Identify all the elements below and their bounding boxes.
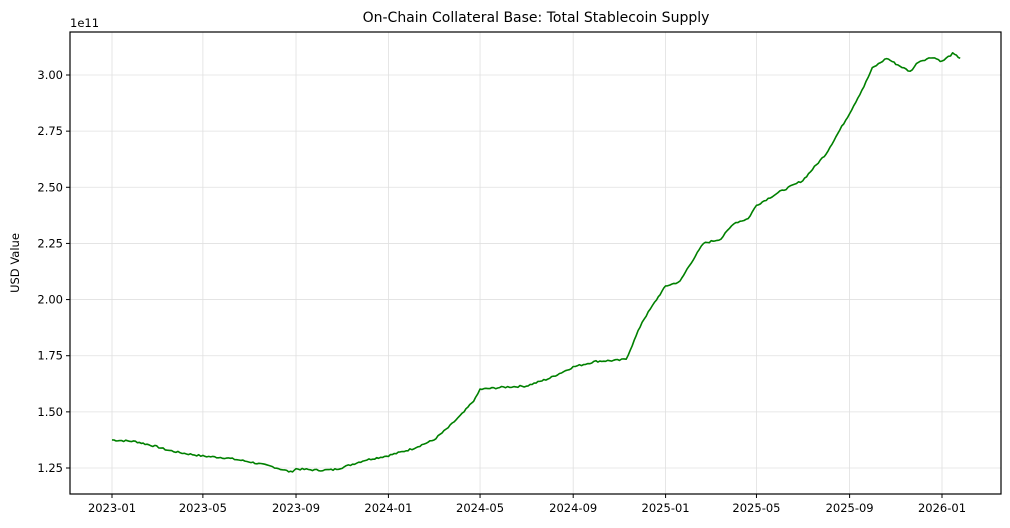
y-tick-label: 2.00 [37, 293, 63, 307]
plot-frame [69, 31, 1002, 495]
x-tick-label: 2026-01 [918, 501, 966, 515]
x-tick-label: 2025-01 [642, 501, 690, 515]
x-tick-label: 2023-01 [88, 501, 136, 515]
x-tick-label: 2024-01 [364, 501, 412, 515]
y-tick-label: 1.25 [37, 461, 63, 475]
y-axis-ticks: 1.25 1.50 1.75 2.00 2.25 2.50 2.75 3.00 [37, 68, 70, 475]
x-tick-label: 2025-09 [826, 501, 874, 515]
y-tick-label: 2.50 [37, 180, 63, 194]
x-tick-label: 2025-05 [732, 501, 780, 515]
grid-lines [70, 32, 1001, 494]
supply-line [111, 51, 961, 473]
x-axis-ticks: 2023-01 2023-05 2023-09 2024-01 2024-05 2024-… [88, 494, 966, 515]
y-tick-label: 1.75 [37, 349, 63, 363]
chart-title: On-Chain Collateral Base: Total Stableco… [363, 10, 710, 26]
y-tick-label: 2.25 [37, 236, 63, 250]
x-tick-label: 2023-09 [272, 501, 320, 515]
y-tick-label: 1.50 [37, 405, 63, 419]
y-axis-label: USD Value [8, 233, 22, 293]
x-tick-label: 2024-09 [549, 501, 597, 515]
x-tick-label: 2023-05 [179, 501, 227, 515]
x-tick-label: 2024-05 [456, 501, 504, 515]
y-tick-label: 2.75 [37, 124, 63, 138]
y-offset-text: 1e11 [70, 16, 99, 30]
y-tick-label: 3.00 [37, 68, 63, 82]
